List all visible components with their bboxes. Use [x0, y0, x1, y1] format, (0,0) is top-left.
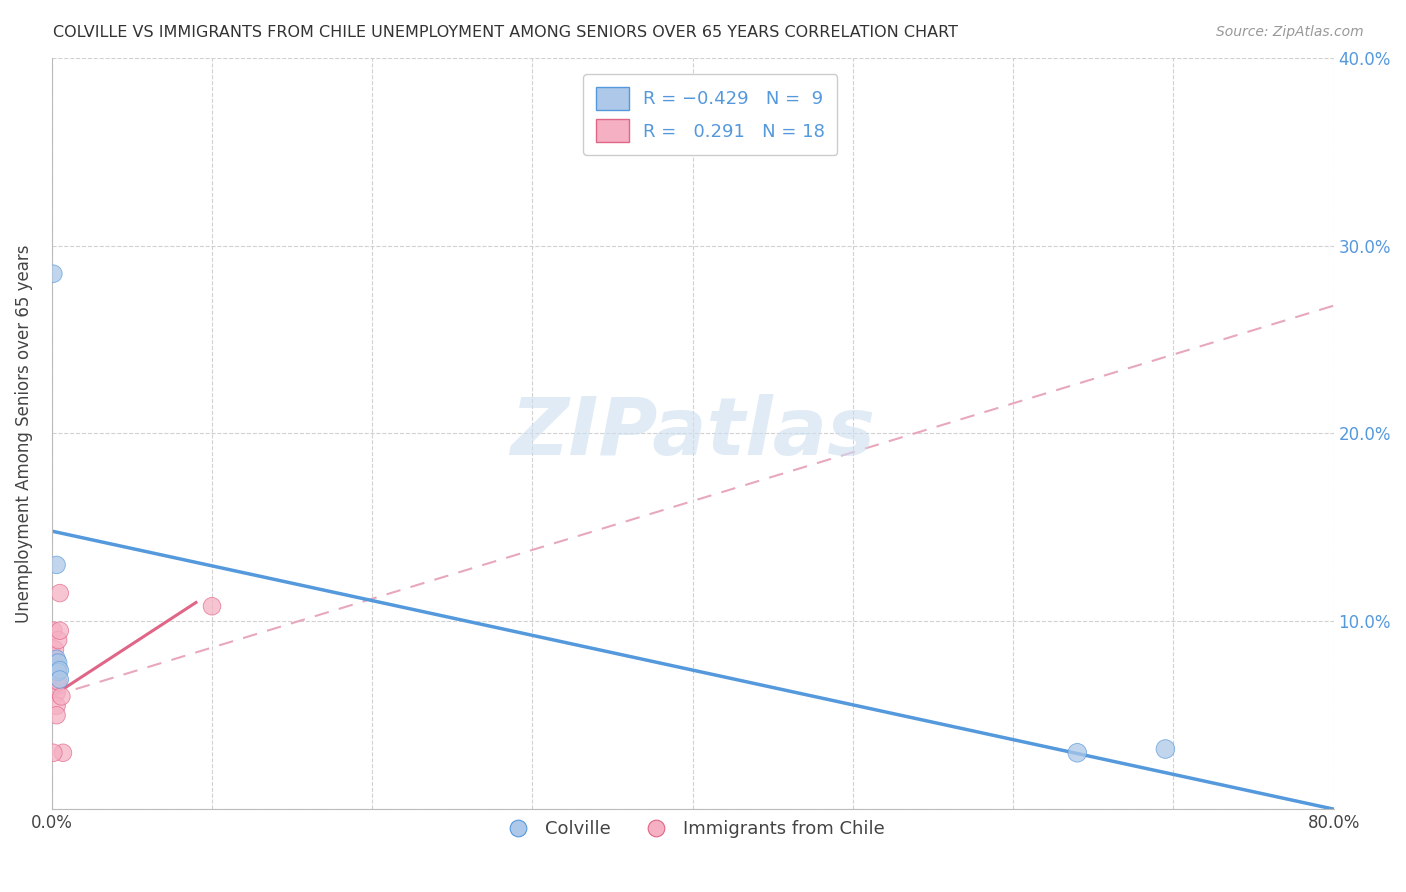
Point [45, 698, 67, 713]
Point [42, 648, 65, 662]
Point [46, 661, 69, 675]
Point [46, 665, 69, 679]
Point [46, 633, 69, 648]
Point [49, 624, 72, 638]
Point [42, 267, 65, 281]
Point [51, 690, 73, 704]
Legend: Colville, Immigrants from Chile: Colville, Immigrants from Chile [494, 813, 893, 846]
Point [49, 586, 72, 600]
Point [45, 708, 67, 723]
Point [42, 746, 65, 760]
Text: Source: ZipAtlas.com: Source: ZipAtlas.com [1216, 25, 1364, 39]
Point [1154, 742, 1177, 756]
Point [45, 558, 67, 572]
Point [44, 656, 66, 670]
Point [52, 746, 75, 760]
Point [46, 656, 69, 670]
Point [44, 666, 66, 681]
Point [42, 624, 65, 638]
Text: ZIPatlas: ZIPatlas [510, 394, 875, 473]
Point [45, 674, 67, 689]
Point [46, 674, 69, 689]
Point [201, 599, 224, 614]
Point [49, 663, 72, 677]
Text: COLVILLE VS IMMIGRANTS FROM CHILE UNEMPLOYMENT AMONG SENIORS OVER 65 YEARS CORRE: COLVILLE VS IMMIGRANTS FROM CHILE UNEMPL… [53, 25, 959, 40]
Point [49, 673, 72, 687]
Point [45, 652, 67, 666]
Point [1066, 746, 1088, 760]
Point [44, 642, 66, 657]
Point [45, 686, 67, 700]
Y-axis label: Unemployment Among Seniors over 65 years: Unemployment Among Seniors over 65 years [15, 244, 32, 623]
